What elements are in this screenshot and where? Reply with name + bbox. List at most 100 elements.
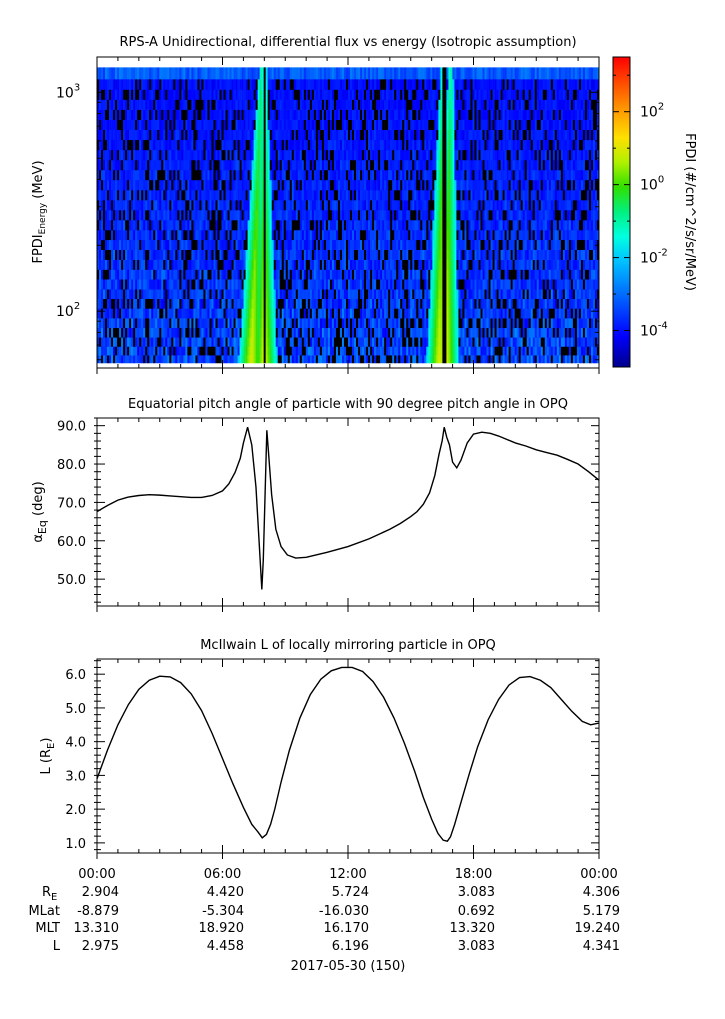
- spectrogram-cell: [127, 259, 130, 270]
- spectrogram-cell: [374, 346, 377, 356]
- spectrogram-cell: [532, 200, 536, 211]
- spectrogram-cell: [321, 169, 325, 181]
- spectrogram-cell: [370, 298, 373, 309]
- spectrogram-cell: [195, 289, 198, 300]
- spectrogram-cell: [215, 249, 218, 260]
- spectrogram-cell: [293, 318, 297, 329]
- spectrogram-cell: [231, 298, 234, 309]
- spectrogram-cell: [139, 239, 142, 250]
- spectrogram-cell: [514, 269, 517, 280]
- spectrogram-cell: [548, 169, 552, 181]
- spectrogram-cell: [177, 259, 180, 270]
- spectrogram-cell: [544, 239, 548, 250]
- spectrogram-cell: [508, 239, 511, 250]
- spectrogram-cell: [566, 169, 570, 181]
- spectrogram-cell: [303, 259, 307, 270]
- spectrogram-cell: [307, 179, 311, 191]
- spectrogram-cell: [446, 337, 449, 347]
- spectrogram-cell: [572, 179, 576, 191]
- spectrogram-cell: [390, 318, 393, 329]
- spectrogram-cell: [215, 327, 218, 338]
- spectrogram-cell: [378, 189, 381, 201]
- spectrogram-cell: [510, 249, 513, 260]
- spectrogram-cell: [448, 337, 451, 347]
- spectrogram-cell: [227, 337, 230, 347]
- spectrogram-cell: [494, 289, 497, 300]
- spectrogram-cell: [388, 269, 391, 280]
- spectrogram-cell: [370, 259, 373, 270]
- spectrogram-cell: [420, 179, 423, 191]
- spectrogram-cell: [305, 279, 309, 290]
- spectrogram-cell: [117, 229, 120, 241]
- spectrogram-cell: [315, 239, 319, 250]
- spectrogram-cell: [548, 209, 552, 221]
- spectrogram-cell: [560, 229, 564, 241]
- spectrogram-cell: [350, 219, 353, 231]
- spectrogram-cell: [193, 298, 196, 309]
- spectrogram-cell: [287, 318, 291, 329]
- spectrogram-cell: [299, 308, 303, 319]
- spectrogram-cell: [390, 298, 393, 309]
- spectrogram-cell: [225, 229, 228, 241]
- spectrogram-cell: [167, 318, 170, 329]
- spectrogram-cell: [339, 200, 343, 211]
- spectrogram-cell: [566, 337, 570, 347]
- spectrogram-cell: [464, 346, 467, 356]
- spectrogram-cell: [524, 249, 528, 260]
- spectrogram-cell: [115, 346, 118, 356]
- spectrogram-cell: [392, 239, 395, 250]
- spectrogram-cell: [263, 327, 266, 338]
- spectrogram-cell: [352, 289, 355, 300]
- spectrogram-cell: [211, 346, 214, 356]
- spectrogram-cell: [153, 308, 156, 319]
- spectrogram-cell: [227, 298, 230, 309]
- spectrogram-cell: [488, 298, 491, 309]
- spectrogram-cell: [153, 318, 156, 329]
- spectrogram-cell: [578, 219, 582, 231]
- spectrogram-cell: [458, 318, 461, 329]
- spectrogram-cell: [101, 308, 104, 319]
- spectrogram-cell: [293, 179, 297, 191]
- spectrogram-cell: [345, 337, 349, 347]
- spectrogram-cell: [157, 355, 160, 364]
- spectrogram-cell: [293, 279, 297, 290]
- spectrogram-cell: [135, 189, 138, 201]
- spectrogram-cell: [209, 298, 212, 309]
- spectrogram-cell: [508, 249, 511, 260]
- spectrogram-cell: [480, 279, 483, 290]
- spectrogram-cell: [428, 308, 431, 319]
- spectrogram-cell: [187, 298, 190, 309]
- spectrogram-cell: [374, 219, 377, 231]
- spectrogram-cell: [362, 327, 365, 338]
- spectrogram-cell: [426, 179, 429, 191]
- spectrogram-cell: [506, 327, 509, 338]
- spectrogram-cell: [432, 318, 435, 329]
- spectrogram-cell: [532, 189, 536, 201]
- spectrogram-cell: [271, 355, 275, 364]
- spectrogram-cell: [448, 239, 451, 250]
- spectrogram-cell: [506, 169, 509, 181]
- spectrogram-cell: [221, 346, 224, 356]
- spectrogram-cell: [323, 239, 327, 250]
- spectrogram-cell: [434, 269, 437, 280]
- spectrogram-cell: [135, 249, 138, 260]
- spectrogram-cell: [101, 239, 104, 250]
- spectrogram-cell: [213, 209, 216, 221]
- spectrogram-cell: [155, 169, 158, 181]
- spectrogram-cell: [460, 229, 463, 241]
- spectrogram-cell: [502, 355, 505, 364]
- spectrogram-cell: [221, 209, 224, 221]
- spectrogram-cell: [305, 209, 309, 221]
- spectrogram-cell: [522, 298, 526, 309]
- spectrogram-cell: [229, 239, 232, 250]
- spectrogram-cell: [133, 279, 136, 290]
- spectrogram-cell: [590, 229, 594, 241]
- spectrogram-cell: [404, 189, 407, 201]
- spectrogram-cell: [464, 269, 467, 280]
- spectrogram-cell: [247, 289, 250, 300]
- spectrogram-cell: [574, 200, 578, 211]
- spectrogram-cell: [584, 337, 588, 347]
- spectrogram-cell: [119, 289, 122, 300]
- spectrogram-cell: [167, 259, 170, 270]
- spectrogram-cell: [285, 239, 289, 250]
